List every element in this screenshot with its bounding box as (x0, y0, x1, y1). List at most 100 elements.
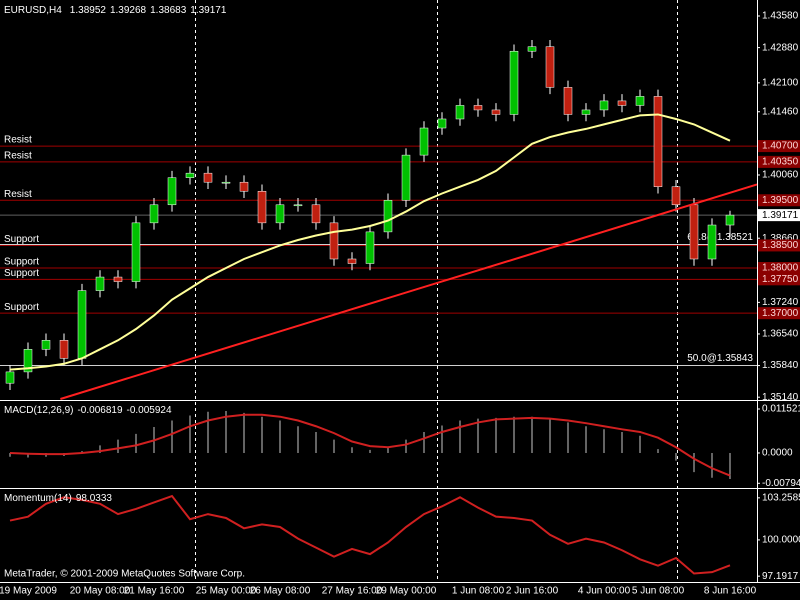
moving-average (9, 113, 731, 371)
candle-body (131, 222, 141, 282)
candle-body (41, 340, 51, 350)
candle-body (149, 204, 159, 224)
candle-body (347, 258, 357, 264)
momentum-line (9, 494, 731, 575)
candle-body (509, 50, 519, 115)
ohlc-value: 1.39268 (110, 5, 147, 16)
level-value: 1.38500 (762, 240, 799, 251)
level-box (758, 194, 800, 207)
y-tick-label: 1.41460 (762, 106, 799, 117)
current-price: 1.39171 (762, 210, 799, 221)
y-tick-label: 1.43580 (762, 11, 799, 22)
candle-body (365, 231, 375, 264)
level-label: Resist (4, 135, 32, 146)
indicator-title: Momentum(14) 98.0333 (4, 493, 112, 504)
y-tick-label: 97.1917 (762, 571, 799, 582)
x-tick-label: 5 Jun 08:00 (632, 586, 685, 597)
fib-label: 61.8@1.38521 (687, 232, 753, 243)
candle-body (671, 186, 681, 206)
level-box (758, 307, 800, 320)
level-value: 1.40350 (762, 157, 799, 168)
x-tick-label: 4 Jun 00:00 (578, 586, 631, 597)
candle-body (419, 127, 429, 156)
x-tick-label: 26 May 08:00 (250, 586, 311, 597)
candle-body (293, 204, 303, 207)
x-tick-label: 8 Jun 16:00 (704, 586, 757, 597)
candle-body (77, 290, 87, 359)
candle-body (167, 177, 177, 206)
candle-body (383, 200, 393, 233)
ohlc-value: 1.39171 (190, 5, 227, 16)
indicator-value: Momentum(14) (4, 493, 72, 504)
level-label: Resist (4, 189, 32, 200)
ohlc-value: 1.38683 (150, 5, 187, 16)
x-tick-label: 21 May 16:00 (124, 586, 185, 597)
candle-body (689, 204, 699, 260)
level-label: Support (4, 234, 39, 245)
candle-body (95, 276, 105, 291)
indicator-title: MACD(12,26,9) -0.006819 -0.005924 (4, 405, 172, 416)
y-tick-label: 1.35140 (762, 392, 799, 403)
candle-body (599, 100, 609, 111)
candle-body (275, 204, 285, 224)
level-box (758, 273, 800, 286)
candle-body (581, 109, 591, 115)
y-tick-label: 1.42880 (762, 42, 799, 53)
y-tick-label: 1.42100 (762, 77, 799, 88)
fib-label: 50.0@1.35843 (687, 353, 753, 364)
y-tick-label: 1.40060 (762, 170, 799, 181)
x-tick-label: 2 Jun 16:00 (506, 586, 559, 597)
candle-body (635, 96, 645, 106)
x-tick-label: 25 May 00:00 (196, 586, 257, 597)
footer: MetaTrader, © 2001-2009 MetaQuotes Softw… (4, 569, 245, 580)
candle-body (707, 224, 717, 260)
candle-body (491, 109, 501, 115)
indicator-value: -0.005924 (127, 405, 172, 416)
level-value: 1.39500 (762, 195, 799, 206)
candle-body (221, 181, 231, 184)
period-separators (195, 0, 678, 582)
y-tick-label: 1.35840 (762, 360, 799, 371)
y-tick-label: 1.37240 (762, 297, 799, 308)
ohlc-value: 1.38952 (70, 5, 107, 16)
candle-body (455, 105, 465, 120)
level-box (758, 262, 800, 275)
candle-body (653, 96, 663, 187)
candle-body (203, 172, 213, 183)
candle-body (401, 154, 411, 201)
price-box (758, 209, 800, 222)
candle-body (617, 100, 627, 106)
candle-body (473, 105, 483, 111)
indicator-value: MACD(12,26,9) (4, 405, 73, 416)
level-value: 1.38000 (762, 263, 799, 274)
y-tick-label: 0.011521 (762, 404, 800, 415)
symbol: EURUSD,H4 (4, 5, 62, 16)
level-value: 1.37000 (762, 308, 799, 319)
level-label: Resist (4, 151, 32, 162)
indicator-value: -0.006819 (77, 405, 122, 416)
candle-body (563, 87, 573, 115)
x-tick-label: 20 May 08:00 (70, 586, 131, 597)
header: EURUSD,H4 1.38952 1.39268 1.38683 1.39171 (4, 5, 227, 16)
level-label: Support (4, 302, 39, 313)
level-box (758, 239, 800, 252)
candle-body (545, 46, 555, 88)
y-tick-label: 100.0000 (762, 535, 800, 546)
level-label: Support (4, 257, 39, 268)
y-tick-label: 1.38660 (762, 233, 799, 244)
level-value: 1.40700 (762, 141, 799, 152)
x-tick-label: 1 Jun 08:00 (452, 586, 505, 597)
y-tick-label: 1.36540 (762, 329, 799, 340)
x-tick-label: 29 May 00:00 (376, 586, 437, 597)
candle-body (23, 349, 33, 373)
x-tick-label: 27 May 16:00 (322, 586, 383, 597)
candle-body (185, 172, 195, 178)
candle-body (527, 46, 537, 52)
frame (0, 0, 800, 583)
candle-body (437, 118, 447, 129)
candle-body (329, 222, 339, 260)
trend-line (60, 183, 758, 400)
candle-body (5, 371, 15, 384)
candle-body (257, 190, 267, 224)
